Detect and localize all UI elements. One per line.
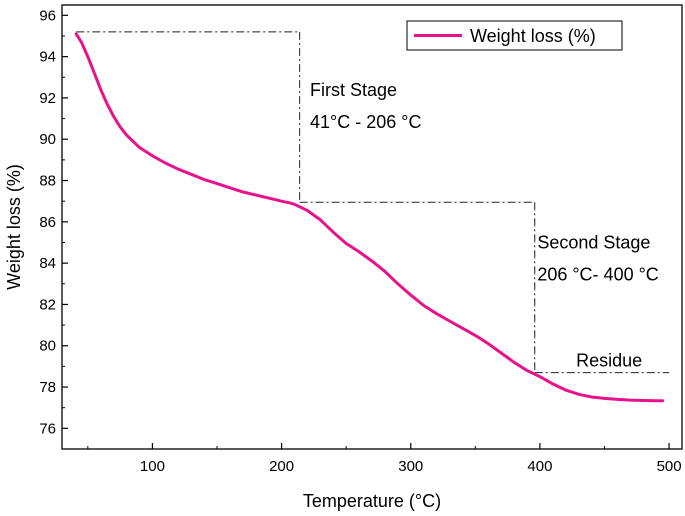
legend: Weight loss (%) (406, 20, 623, 51)
weight-loss-line (74, 32, 665, 403)
y-tick-label: 92 (39, 90, 56, 107)
y-tick-label: 86 (39, 214, 56, 231)
y-tick-label: 78 (39, 379, 56, 396)
x-tick-label: 300 (398, 458, 423, 475)
y-tick-label: 82 (39, 296, 56, 313)
stage-annotation-text: First Stage (310, 80, 397, 100)
y-axis-title: Weight loss (%) (4, 164, 24, 290)
stage-annotation-text: Residue (576, 350, 642, 370)
x-tick-label: 200 (269, 458, 294, 475)
stage-annotation-text: 206 °C- 400 °C (537, 265, 658, 285)
x-tick-label: 500 (657, 458, 682, 475)
y-tick-label: 90 (39, 131, 56, 148)
y-axis-ticks: 76 78 80 82 84 86 88 90 92 94 96 (39, 7, 68, 437)
stage-annotation-text: Second Stage (537, 233, 650, 253)
y-tick-label: 84 (39, 255, 56, 272)
stage-annotations: First Stage 41°C - 206 °C Second Stage 206 … (310, 80, 659, 371)
legend-box (406, 20, 623, 51)
x-axis-ticks: 100 200 300 400 500 (87, 443, 682, 475)
x-axis-title: Temperature (°C) (303, 491, 441, 511)
y-tick-label: 76 (39, 420, 56, 437)
legend-label: Weight loss (%) (470, 26, 596, 46)
y-tick-label: 96 (39, 7, 56, 24)
y-tick-label: 88 (39, 173, 56, 190)
x-tick-label: 100 (140, 458, 165, 475)
stage-marker-lines (76, 31, 670, 374)
stage-annotation-text: 41°C - 206 °C (310, 112, 421, 132)
x-tick-label: 400 (527, 458, 552, 475)
y-tick-label: 80 (39, 338, 56, 355)
y-tick-label: 94 (39, 49, 56, 66)
plot-frame (61, 4, 683, 450)
